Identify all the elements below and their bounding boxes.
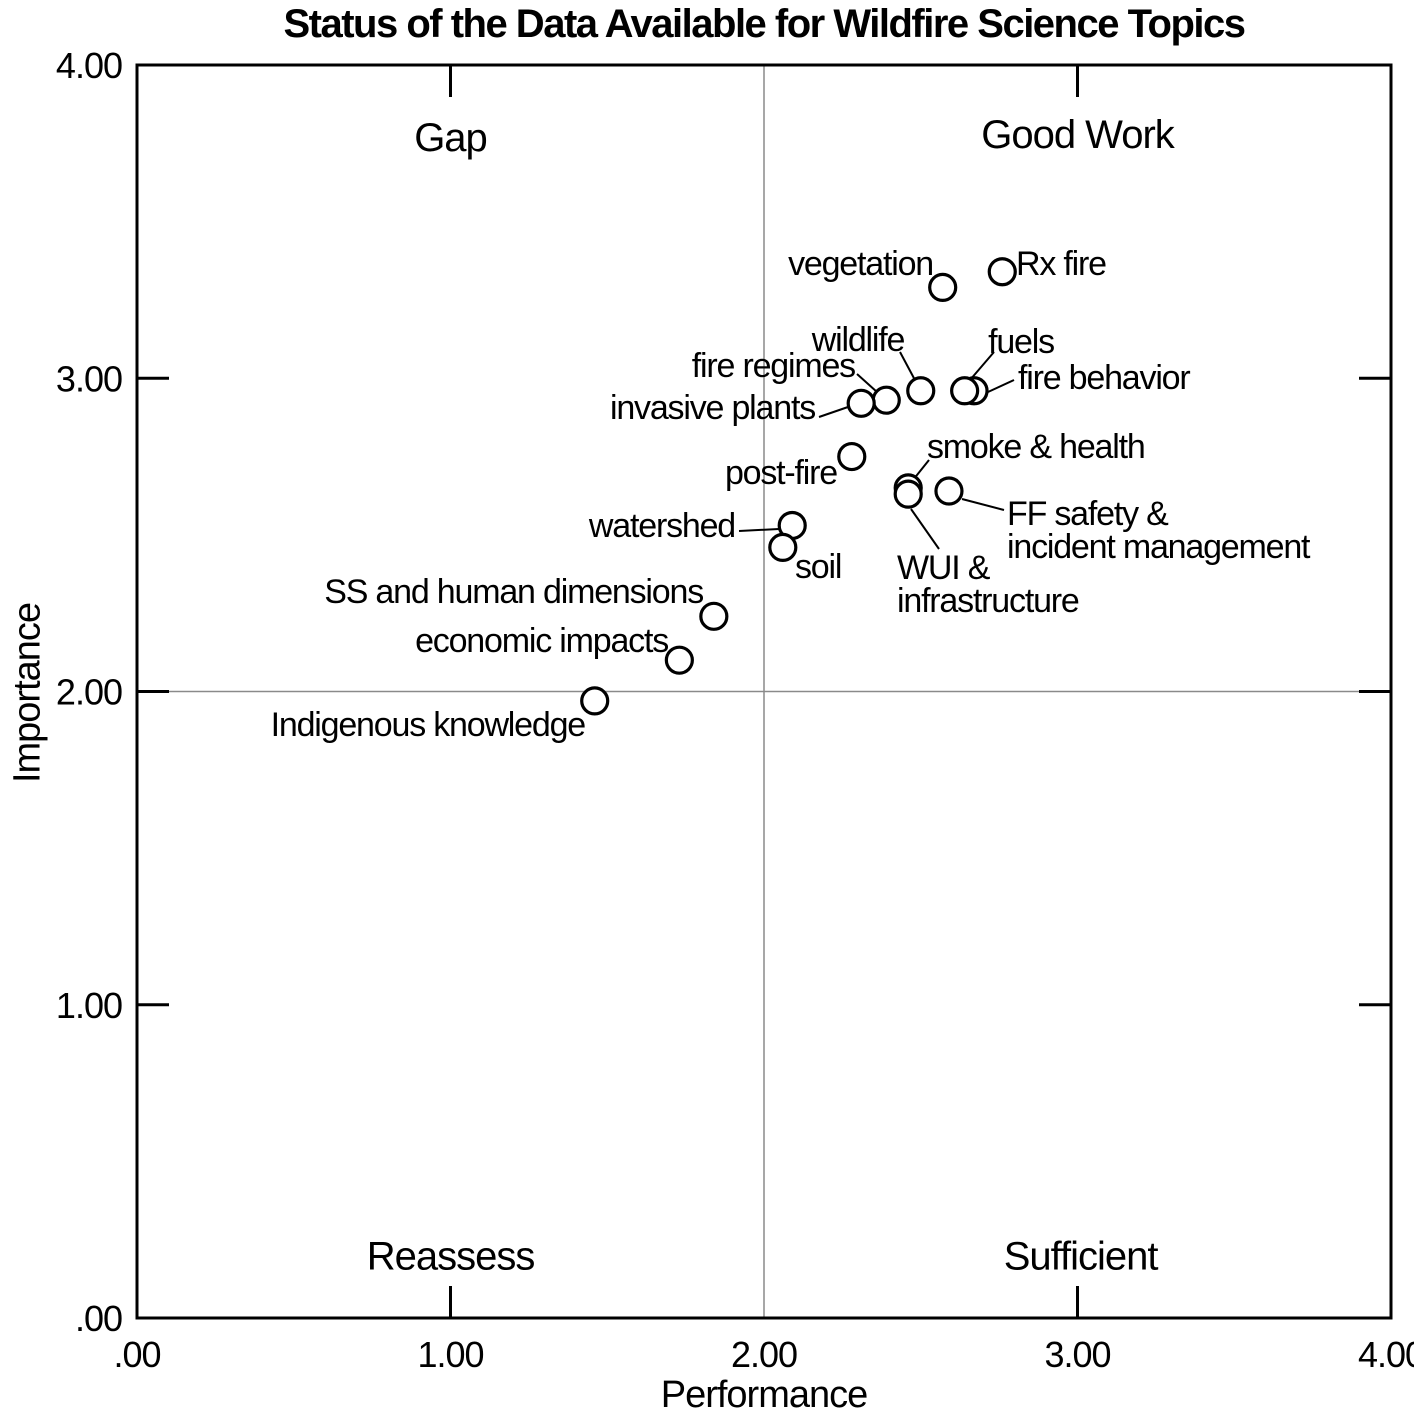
y-axis-title: Importance [6,602,49,784]
point-label: wildlife [811,321,905,359]
data-point [580,686,610,716]
y-tick-label: 1.00 [56,985,122,1026]
y-tick-label: 3.00 [56,358,122,399]
leader-line [910,508,940,550]
point-label: economic impacts [415,622,668,660]
data-point [987,257,1017,287]
leader-line [818,406,849,418]
data-point [664,645,694,675]
point-label: WUI & [897,549,991,587]
data-point [768,532,798,563]
leader-line [738,528,780,532]
point-label: fire behavior [1018,359,1190,397]
chart-title: Status of the Data Available for Wildfir… [283,2,1246,46]
point-label: soil [795,548,841,586]
y-tick-label: 2.00 [56,672,122,713]
quadrant-label: Sufficient [1004,1234,1159,1278]
point-label: fire regimes [692,347,855,385]
point-label: fuels [988,323,1054,361]
data-point [846,388,876,418]
data-point [934,476,964,506]
data-point [928,272,958,303]
x-tick-label: .00 [113,1334,160,1375]
point-label: post-fire [725,454,837,492]
x-axis-title: Performance [660,1374,869,1416]
data-point [950,376,980,406]
point-label: watershed [588,507,735,545]
data-point [837,441,867,472]
point-label: incident management [1007,528,1311,566]
quadrant-label: Gap [414,116,487,160]
data-point [699,601,729,631]
point-label: vegetation [788,245,933,283]
leader-line [987,379,1015,393]
x-tick-label: 4.00 [1358,1334,1414,1375]
point-label: smoke & health [927,428,1145,466]
data-point [871,385,901,415]
point-label: SS and human dimensions [324,573,703,611]
quadrant-label: Good Work [981,113,1176,157]
y-tick-label: 4.00 [56,45,122,86]
quadrant-label: Reassess [367,1234,535,1278]
point-label: invasive plants [610,389,815,427]
leader-line [969,351,995,381]
data-point [906,376,936,406]
point-label: Rx fire [1016,245,1106,283]
point-label: Indigenous knowledge [271,706,586,744]
x-tick-label: 1.00 [417,1334,483,1375]
leader-line [899,351,917,383]
x-tick-label: 3.00 [1044,1334,1110,1375]
point-label: infrastructure [897,582,1079,620]
leader-line [961,498,1005,511]
data-point [893,479,923,509]
point-label: FF safety & [1007,495,1169,533]
y-tick-label: .00 [75,1298,122,1339]
leader-line [856,373,878,393]
x-tick-label: 2.00 [731,1334,797,1375]
